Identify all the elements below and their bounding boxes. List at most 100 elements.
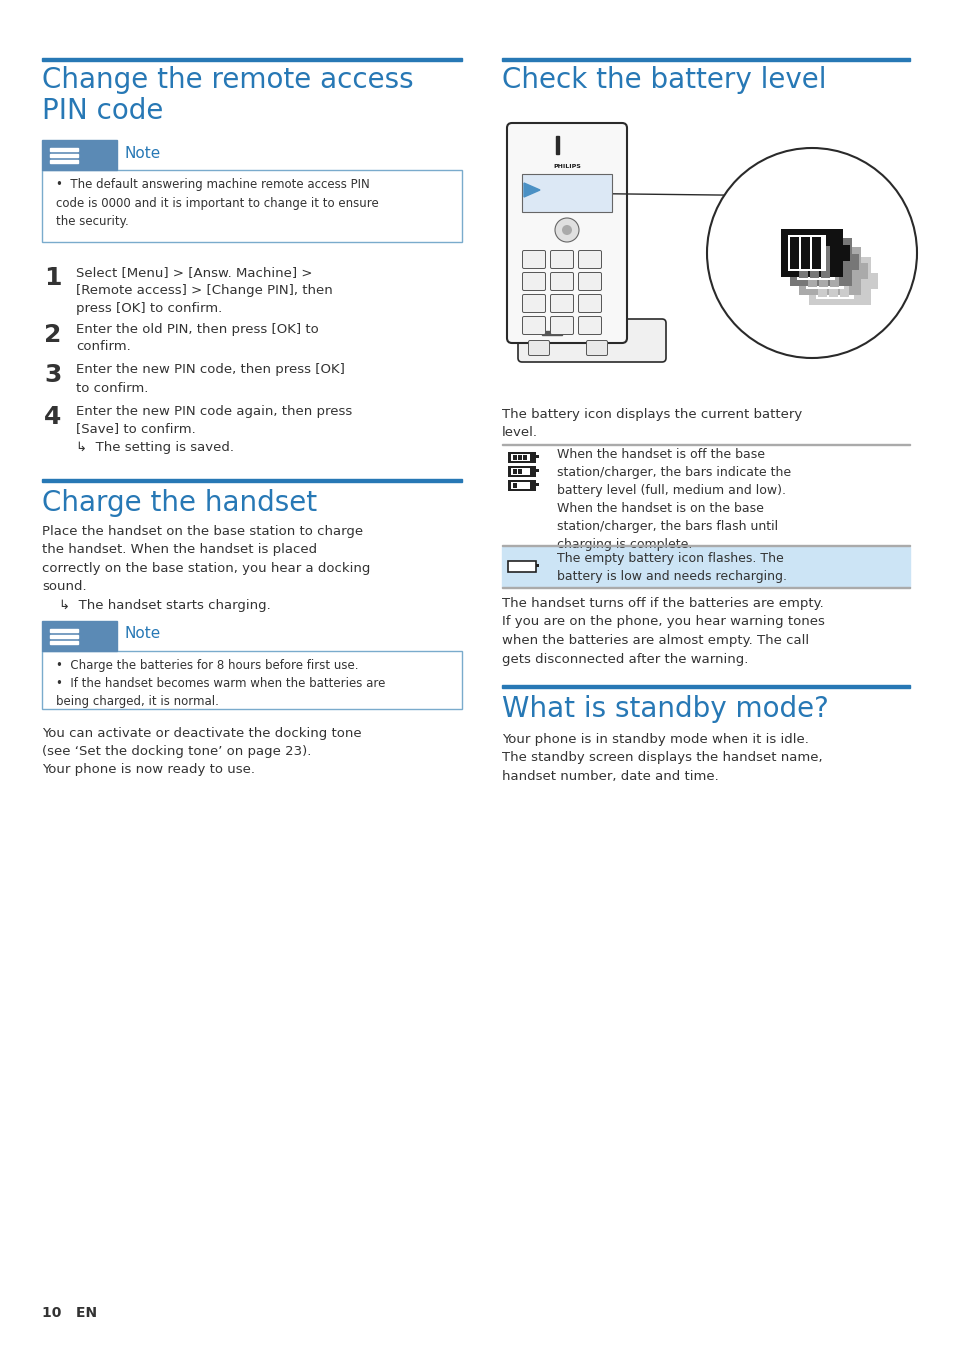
Bar	[870, 273, 877, 289]
Bar	[781, 230, 842, 277]
FancyBboxPatch shape	[522, 294, 545, 312]
Bar	[517, 468, 521, 474]
FancyBboxPatch shape	[522, 273, 545, 290]
Bar	[541, 331, 561, 335]
Text: PHILIPS: PHILIPS	[553, 163, 580, 169]
Circle shape	[555, 217, 578, 242]
Bar	[50, 148, 78, 151]
Bar	[842, 244, 849, 261]
Bar	[50, 161, 78, 163]
Bar	[513, 468, 517, 474]
FancyBboxPatch shape	[517, 319, 665, 362]
Bar	[42, 170, 461, 242]
Bar	[522, 455, 526, 460]
Text: Place the handset on the base station to charge
the handset. When the handset is: Place the handset on the base station to…	[42, 525, 370, 612]
Bar	[536, 483, 538, 486]
Bar	[507, 562, 536, 572]
Bar	[809, 246, 818, 278]
Bar	[511, 468, 530, 475]
Text: 1: 1	[44, 266, 61, 290]
Polygon shape	[523, 184, 539, 197]
Bar	[42, 140, 117, 170]
FancyBboxPatch shape	[578, 316, 601, 335]
Bar	[536, 455, 538, 458]
FancyBboxPatch shape	[578, 273, 601, 290]
Bar	[521, 174, 612, 212]
FancyBboxPatch shape	[586, 340, 607, 355]
Bar	[861, 263, 867, 279]
FancyBboxPatch shape	[578, 251, 601, 269]
FancyBboxPatch shape	[528, 340, 549, 355]
Text: •  Charge the batteries for 8 hours before first use.
•  If the handset becomes : • Charge the batteries for 8 hours befor…	[56, 659, 385, 709]
Text: The battery icon displays the current battery
level.: The battery icon displays the current ba…	[501, 408, 801, 440]
Bar	[50, 154, 78, 157]
Text: 3: 3	[44, 363, 61, 387]
Text: Note: Note	[125, 626, 161, 641]
FancyBboxPatch shape	[550, 273, 573, 290]
Bar	[42, 651, 461, 709]
Bar	[801, 238, 809, 269]
FancyBboxPatch shape	[522, 316, 545, 335]
Bar	[828, 265, 837, 297]
Bar	[511, 482, 530, 489]
Bar	[517, 455, 521, 460]
Text: Enter the new PIN code again, then press
[Save] to confirm.
↳  The setting is sa: Enter the new PIN code again, then press…	[76, 405, 352, 454]
Bar	[42, 479, 461, 482]
FancyBboxPatch shape	[550, 316, 573, 335]
Bar	[501, 58, 909, 61]
Text: What is standby mode?: What is standby mode?	[501, 695, 828, 724]
Bar	[507, 452, 536, 463]
FancyBboxPatch shape	[578, 294, 601, 312]
Bar	[799, 246, 807, 278]
FancyBboxPatch shape	[506, 123, 626, 343]
Text: Enter the old PIN, then press [OK] to
confirm.: Enter the old PIN, then press [OK] to co…	[76, 323, 318, 354]
Bar	[840, 265, 848, 297]
Bar	[50, 640, 78, 644]
FancyBboxPatch shape	[550, 294, 573, 312]
Bar	[42, 621, 117, 651]
Bar	[799, 247, 861, 296]
Bar	[511, 454, 530, 460]
Text: Enter the new PIN code, then press [OK]
to confirm.: Enter the new PIN code, then press [OK] …	[76, 363, 345, 394]
Bar	[789, 238, 799, 269]
FancyBboxPatch shape	[522, 251, 545, 269]
Bar	[811, 238, 821, 269]
Bar	[536, 468, 538, 472]
Bar	[513, 455, 517, 460]
Bar	[501, 547, 909, 587]
Text: The handset turns off if the batteries are empty.
If you are on the phone, you h: The handset turns off if the batteries a…	[501, 597, 824, 666]
Bar	[50, 629, 78, 632]
Text: Note: Note	[125, 146, 161, 161]
Text: When the handset is off the base
station/charger, the bars indicate the
battery : When the handset is off the base station…	[557, 448, 790, 551]
Bar	[536, 564, 538, 567]
Circle shape	[561, 225, 572, 235]
Bar	[42, 58, 461, 61]
FancyBboxPatch shape	[550, 251, 573, 269]
Bar	[556, 136, 558, 154]
Bar	[805, 252, 843, 289]
Bar	[817, 265, 826, 297]
Bar	[50, 634, 78, 637]
Bar	[808, 256, 870, 305]
Bar	[815, 263, 853, 298]
Text: 10   EN: 10 EN	[42, 1305, 97, 1320]
Bar	[507, 481, 536, 491]
Bar	[807, 255, 816, 288]
Text: Change the remote access
PIN code: Change the remote access PIN code	[42, 66, 414, 126]
Text: 2: 2	[44, 323, 61, 347]
Bar	[501, 684, 909, 687]
Bar	[851, 254, 858, 270]
Text: •  The default answering machine remote access PIN
code is 0000 and it is import: • The default answering machine remote a…	[56, 178, 378, 228]
Text: Your phone is in standby mode when it is idle.
The standby screen displays the h: Your phone is in standby mode when it is…	[501, 733, 821, 783]
Bar	[818, 255, 827, 288]
Bar	[789, 238, 851, 286]
Text: You can activate or deactivate the docking tone
(see ‘Set the docking tone’ on p: You can activate or deactivate the docki…	[42, 726, 361, 776]
Circle shape	[706, 148, 916, 358]
Bar	[796, 244, 834, 279]
Text: Select [Menu] > [Answ. Machine] >
[Remote access] > [Change PIN], then
press [OK: Select [Menu] > [Answ. Machine] > [Remot…	[76, 266, 333, 315]
Bar	[787, 235, 825, 271]
Text: Check the battery level: Check the battery level	[501, 66, 825, 95]
Bar	[513, 483, 517, 487]
Bar	[507, 466, 536, 477]
Bar	[829, 255, 838, 288]
